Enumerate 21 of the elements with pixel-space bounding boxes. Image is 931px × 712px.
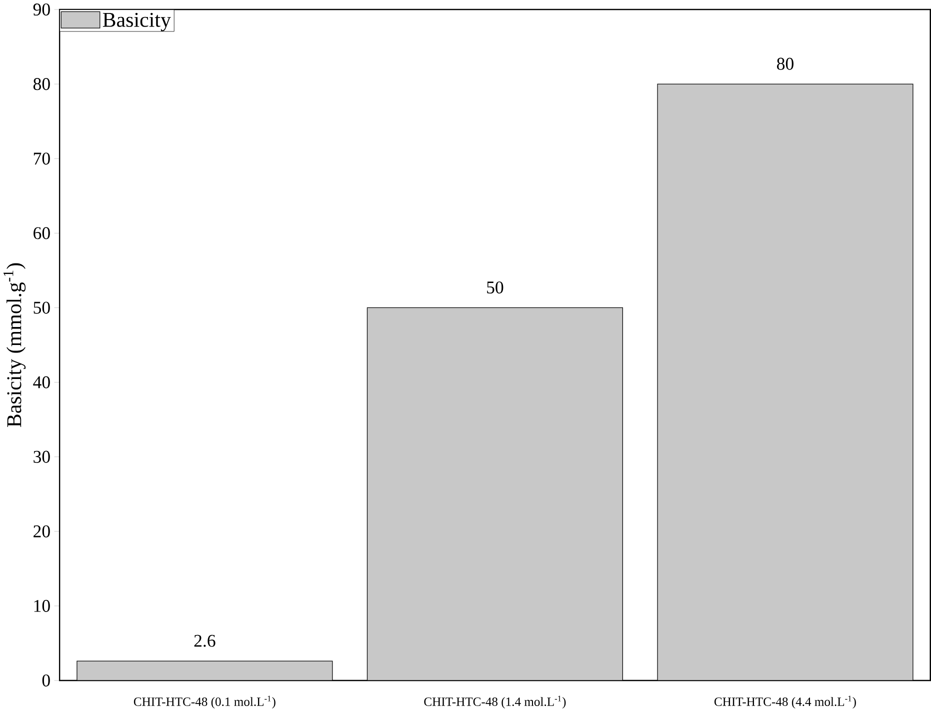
- x-tick-label: CHIT-HTC-48 (4.4 mol.L$^{-1}$): [714, 696, 856, 709]
- legend-label: Basicity: [102, 12, 171, 32]
- y-tick-label: 80: [33, 78, 50, 90]
- y-tick-label: 60: [34, 227, 50, 240]
- x-tick-label: CHIT-HTC-48 (1.4 mol.L$^{-1}$): [424, 696, 566, 709]
- y-tick-label: 50: [34, 302, 50, 314]
- y-tick-label: 30: [34, 450, 50, 463]
- y-axis-title: Basicity (mmol.g$^{-1}$): [3, 263, 26, 427]
- y-tick-label: 70: [34, 152, 50, 165]
- data-label: 2.6: [194, 634, 216, 647]
- y-tick-label: 10: [34, 600, 50, 612]
- y-tick-label: 20: [34, 525, 50, 538]
- data-label: 80: [777, 58, 794, 70]
- bar: [366, 307, 623, 680]
- data-label: 50: [487, 281, 504, 294]
- bar: [657, 84, 914, 680]
- y-tick-label: 0: [42, 674, 50, 686]
- x-tick-label: CHIT-HTC-48 (0.1 mol.L$^{-1}$): [134, 696, 276, 709]
- y-tick-label: 90: [33, 3, 50, 16]
- bar: [76, 661, 332, 680]
- y-tick-label: 40: [33, 376, 50, 388]
